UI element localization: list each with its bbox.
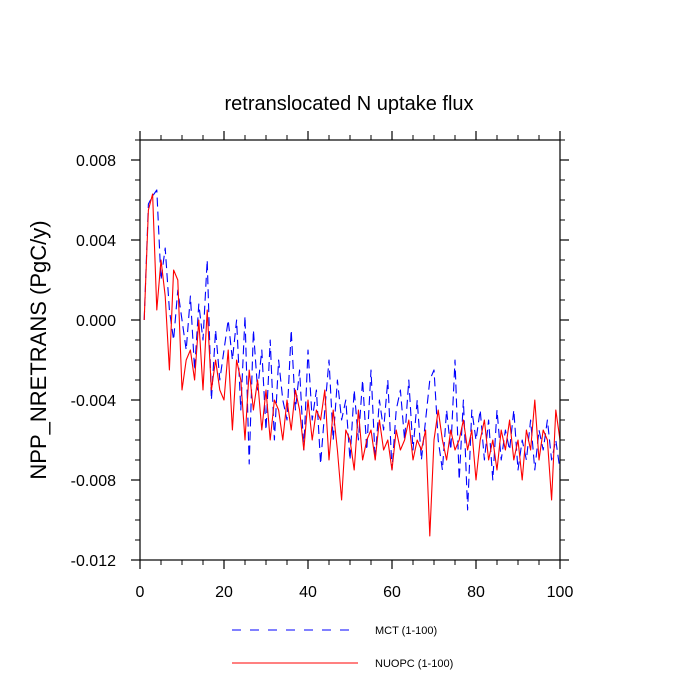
- x-tick-label: 80: [467, 584, 485, 601]
- x-tick-label: 40: [299, 584, 317, 601]
- y-tick-label: -0.008: [71, 473, 116, 490]
- legend-label-nuopc: NUOPC (1-100): [375, 658, 453, 670]
- x-tick-label: 0: [136, 584, 145, 601]
- x-tick-label: 60: [383, 584, 401, 601]
- legend: MCT (1-100) NUOPC (1-100): [232, 625, 453, 670]
- x-tick-label: 20: [215, 584, 233, 601]
- axes-layer: 0.008 0.004 0.000 -0.004 -0.008 -0.012 0 20 40 60…: [71, 131, 574, 601]
- legend-label-mct: MCT (1-100): [375, 625, 437, 637]
- y-tick-label: 0.000: [76, 313, 116, 330]
- y-tick-label: -0.012: [71, 553, 116, 570]
- y-axis-label: NPP_NRETRANS (PgC/y): [26, 220, 51, 479]
- x-tick-label: 100: [547, 584, 574, 601]
- series-layer: [143, 189, 561, 537]
- chart-title: retranslocated N uptake flux: [224, 93, 473, 115]
- y-tick-label: -0.004: [71, 393, 116, 410]
- plot-frame: [139, 139, 561, 561]
- y-tick-label: 0.004: [76, 233, 116, 250]
- series-line-nuopc: [143, 193, 561, 537]
- y-tick-label: 0.008: [76, 153, 116, 170]
